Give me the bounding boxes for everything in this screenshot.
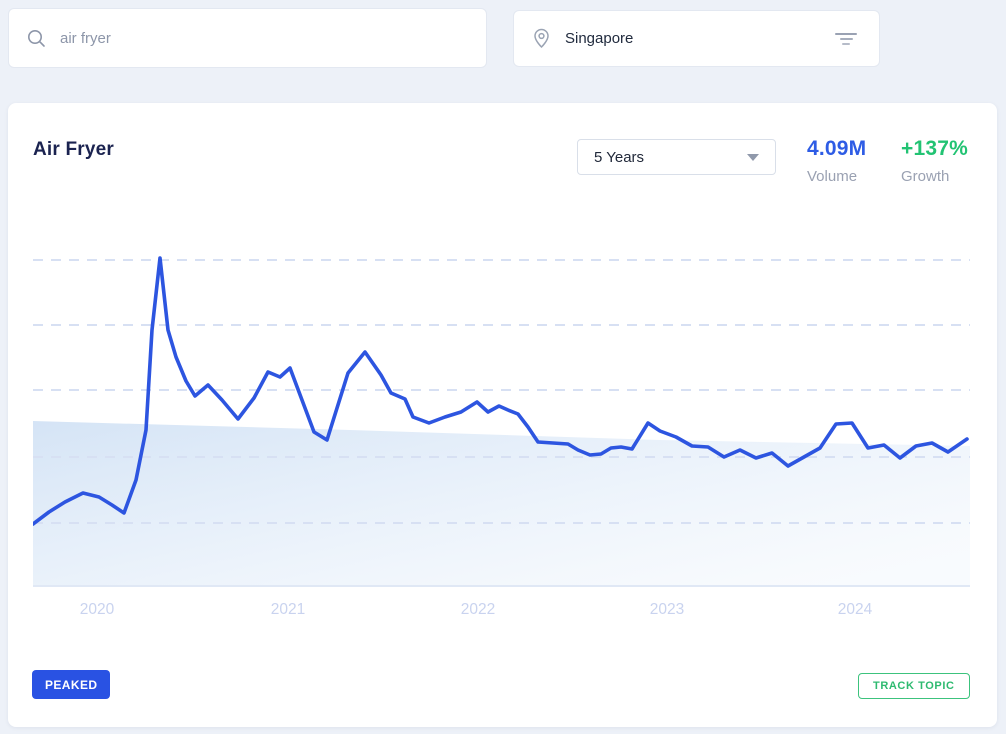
volume-line [31, 256, 969, 526]
x-axis-label-2021: 2021 [270, 601, 306, 618]
topic-card: Air Fryer 5 Years 4.09M Volume +137% Gro… [8, 103, 997, 727]
trend-area [33, 421, 970, 586]
filter-lines-icon[interactable] [831, 29, 861, 49]
time-range-select[interactable]: 5 Years [577, 139, 776, 175]
search-input[interactable] [60, 29, 468, 47]
trend-chart-canvas [31, 256, 970, 587]
map-pin-icon [532, 28, 551, 49]
topic-title: Air Fryer [33, 139, 115, 160]
peaked-status-badge: PEAKED [32, 670, 111, 699]
x-axis-label-2022: 2022 [460, 601, 496, 618]
volume-value: 4.09M [807, 137, 867, 160]
track-topic-button[interactable]: TRACK TOPIC [858, 673, 970, 699]
search-icon [27, 29, 46, 48]
volume-label: Volume [807, 168, 858, 185]
growth-value: +137% [901, 137, 968, 160]
time-range-value: 5 Years [594, 148, 645, 166]
x-axis-label-2023: 2023 [649, 601, 685, 618]
growth-label: Growth [901, 168, 950, 185]
volume-stat: 4.09M Volume [807, 137, 893, 185]
location-select[interactable]: Singapore [513, 10, 880, 67]
x-axis: 2020 2021 2022 2023 2024 [33, 601, 970, 621]
search-box [8, 8, 487, 68]
caret-down-icon [747, 153, 759, 161]
trend-chart [31, 230, 970, 588]
x-axis-label-2024: 2024 [837, 601, 873, 618]
location-value: Singapore [565, 30, 634, 47]
growth-stat: +137% Growth [901, 137, 987, 185]
x-axis-label-2020: 2020 [79, 601, 115, 618]
